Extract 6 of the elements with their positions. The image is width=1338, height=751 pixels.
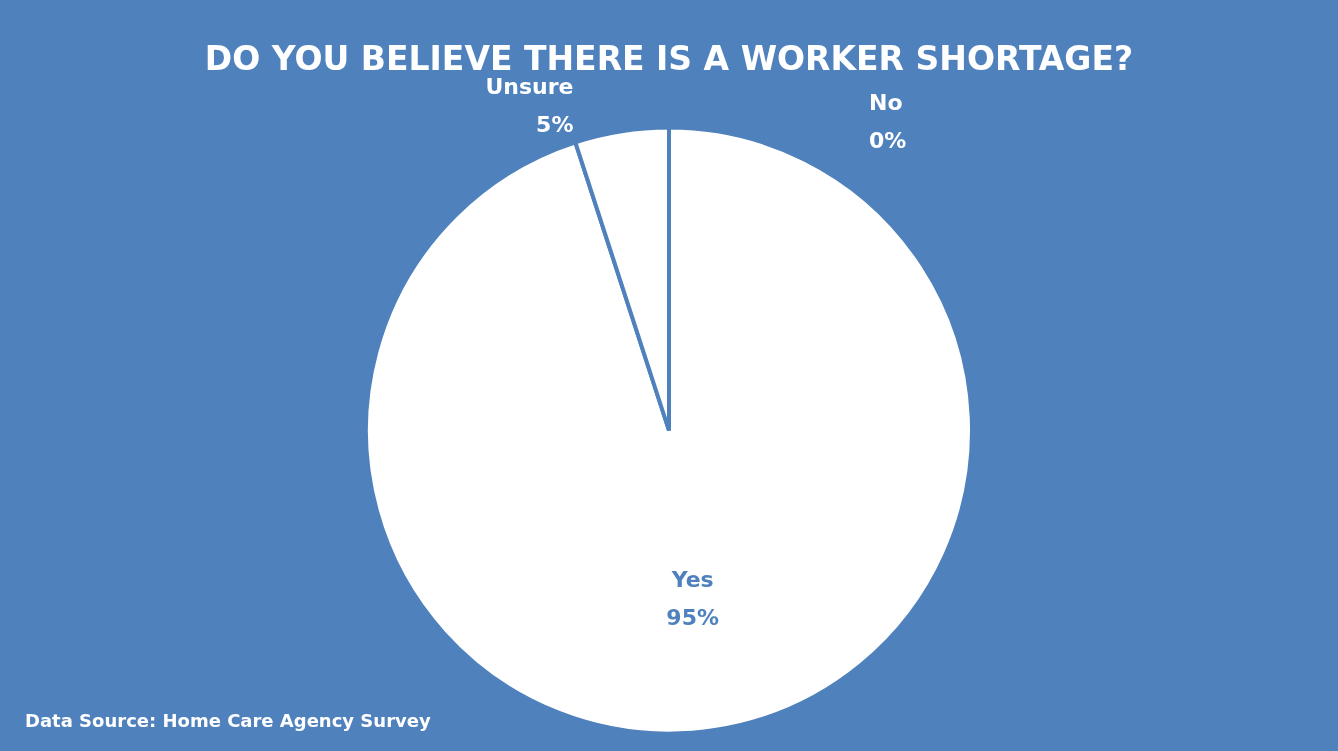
source-note: Data Source: Home Care Agency Survey xyxy=(25,710,431,731)
data-label: 95% xyxy=(666,605,720,631)
category-label: No xyxy=(869,89,903,115)
data-label: 5% xyxy=(536,111,574,137)
slice-label: Yes xyxy=(670,567,714,593)
text: 0% xyxy=(869,127,907,153)
